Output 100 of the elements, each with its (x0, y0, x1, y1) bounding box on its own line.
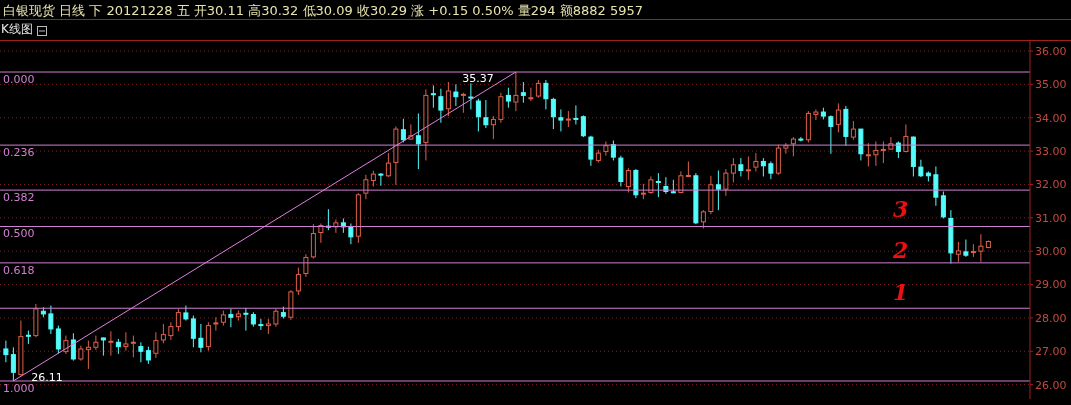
y-tick-label: 34.00 (1035, 111, 1067, 125)
y-tick-label: 29.00 (1035, 278, 1067, 292)
candlestick (453, 83, 459, 107)
candlestick (378, 172, 384, 187)
candlestick (723, 168, 729, 197)
candlestick (108, 330, 114, 357)
candlestick (430, 84, 436, 109)
candlestick (828, 114, 834, 155)
annotation: 1.000 (3, 381, 35, 395)
annotation: 2 (893, 237, 909, 263)
candlestick (835, 102, 841, 133)
candlestick (153, 331, 159, 359)
candlestick (573, 104, 579, 125)
candlestick (610, 139, 616, 161)
candlestick (813, 108, 819, 121)
candlestick (363, 174, 369, 200)
candlestick (190, 315, 196, 348)
candlestick (783, 142, 789, 155)
candlestick (700, 209, 706, 230)
candlestick (3, 340, 9, 363)
candlestick (655, 172, 661, 198)
candlestick (55, 325, 61, 354)
candlestick (213, 316, 219, 332)
annotation: 35.37 (462, 71, 494, 85)
candlestick (175, 308, 181, 332)
candlestick (460, 92, 466, 114)
candlestick (745, 155, 751, 181)
candlestick (550, 97, 556, 130)
candlestick (205, 321, 211, 352)
candlestick (243, 307, 249, 332)
candlestick (475, 98, 481, 132)
y-tick-label: 35.00 (1035, 78, 1067, 92)
annotation: 3 (893, 196, 909, 222)
candlestick (760, 157, 766, 177)
candlestick (93, 335, 99, 351)
candlestick (228, 308, 234, 328)
candlestick (625, 167, 631, 193)
candlestick (738, 157, 744, 177)
candlestick (295, 267, 301, 296)
candlestick (850, 120, 856, 141)
candlestick (730, 157, 736, 183)
candlestick (580, 114, 586, 138)
candlestick (130, 335, 136, 358)
annotation: 0.236 (3, 145, 35, 159)
y-tick-label: 33.00 (1035, 145, 1067, 159)
candlestick (603, 140, 609, 157)
candlestick (753, 152, 759, 172)
y-tick-label: 27.00 (1035, 345, 1067, 359)
candlestick (258, 318, 264, 331)
y-tick-label: 28.00 (1035, 311, 1067, 325)
candlestick (318, 223, 324, 244)
annotation: 0.000 (3, 72, 35, 86)
candlestick (505, 87, 511, 109)
candlestick (543, 79, 549, 110)
candlestick (310, 223, 316, 260)
candlestick (978, 233, 984, 263)
candlestick (790, 136, 796, 157)
annotation: 0.618 (3, 263, 35, 277)
annotation: 0.382 (3, 190, 35, 204)
candlestick (865, 142, 871, 167)
candlestick (520, 81, 526, 104)
candlestick (445, 81, 451, 117)
candlestick (198, 323, 204, 353)
candlestick (438, 88, 444, 124)
y-tick-label: 31.00 (1035, 211, 1067, 225)
candlestick (490, 115, 496, 140)
y-tick-label: 30.00 (1035, 245, 1067, 259)
candlestick (558, 108, 564, 132)
candlestick (940, 190, 946, 219)
chart-subtitle: K线图 (1, 21, 33, 38)
annotation: 26.11 (31, 370, 63, 384)
candlestick (963, 239, 969, 258)
candlestick (955, 241, 961, 263)
candlestick (880, 140, 886, 164)
y-tick-label: 26.00 (1035, 378, 1067, 392)
candlestick (348, 223, 354, 245)
candlestick (618, 155, 624, 187)
candlestick (70, 332, 76, 362)
candlestick (48, 305, 54, 335)
candlestick (385, 152, 391, 178)
candlestick (138, 341, 144, 363)
candlestick (588, 135, 594, 167)
candlestick (873, 140, 879, 167)
candlestick (468, 82, 474, 110)
y-tick-label: 36.00 (1035, 44, 1067, 58)
candlestick (483, 99, 489, 129)
candlestick (123, 331, 129, 352)
y-tick-label: 32.00 (1035, 178, 1067, 192)
candlestick (160, 323, 166, 344)
candlestick (933, 165, 939, 207)
candlestick (415, 112, 421, 170)
candlestick (10, 346, 16, 382)
candlestick (498, 92, 504, 124)
annotation: 1 (893, 279, 909, 305)
candlestick (513, 71, 519, 112)
candlestick (85, 340, 91, 370)
candlestick (715, 169, 721, 211)
candlestick (528, 87, 534, 102)
annotation: 0.500 (3, 227, 35, 241)
chart-title: 白银现货 日线 下 20121228 五 开30.11 高30.32 低30.09 收30.29 涨 +0.15 0.50% 量294 额8882 5957 (3, 2, 644, 20)
